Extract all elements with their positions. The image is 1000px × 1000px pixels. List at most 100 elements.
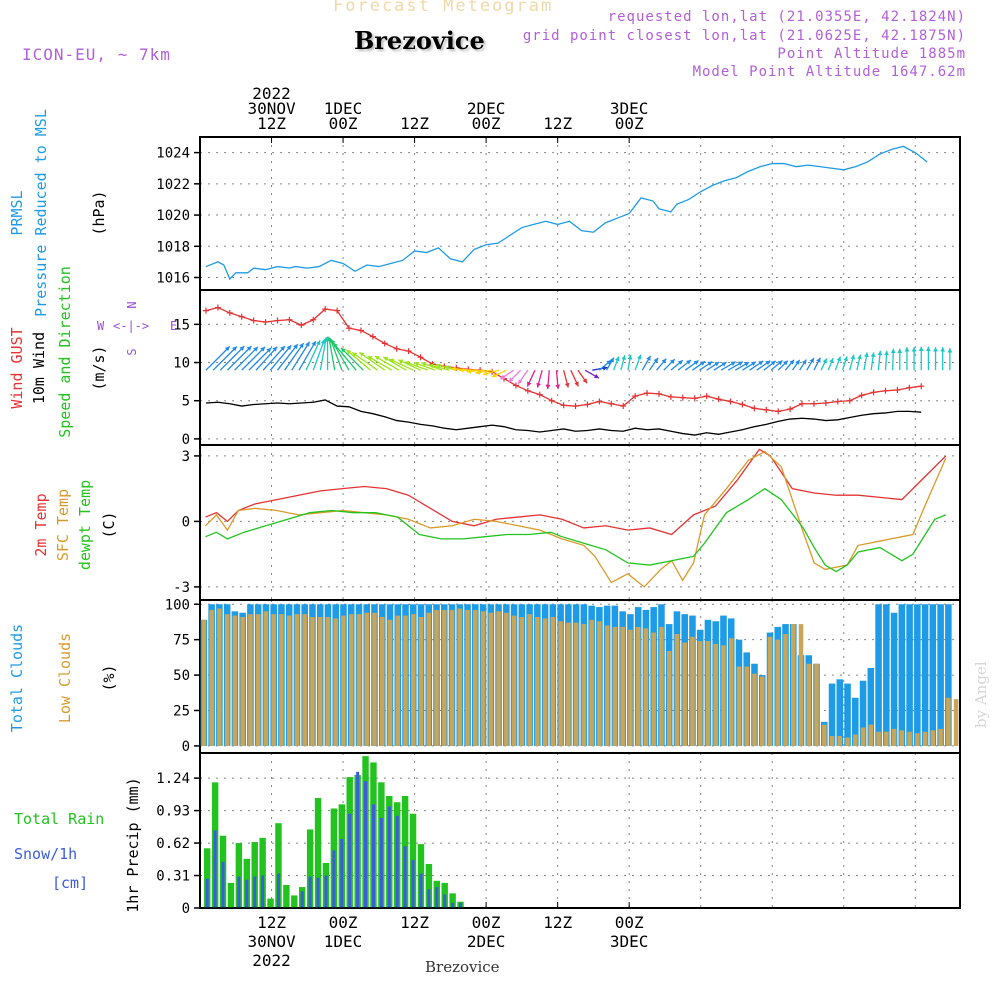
snow-bar <box>348 813 352 908</box>
wind-arrow <box>284 342 305 371</box>
wind-arrow-head <box>933 347 938 352</box>
low-cloud-bar <box>364 612 370 746</box>
gust-line-marker <box>322 306 329 313</box>
low-cloud-bar <box>845 737 850 746</box>
wind-arrow-head <box>782 360 788 366</box>
low-cloud-bar <box>302 614 307 746</box>
credit-watermark: by Angel <box>972 661 990 728</box>
low-cloud-bar <box>240 617 245 746</box>
snow-bar <box>276 873 280 908</box>
wind-arrow <box>226 345 252 371</box>
snow-bar <box>403 846 407 908</box>
gust-line-marker <box>512 382 519 389</box>
wind-arrow-head <box>331 339 336 345</box>
wind-arrow <box>241 346 266 371</box>
top-time-label: 00Z <box>329 114 358 133</box>
wind-arrow-head <box>564 382 570 388</box>
wind-arrow <box>248 347 272 371</box>
gust-line-marker <box>620 403 627 410</box>
top-time-label: 2022 <box>252 84 291 103</box>
wind-arrow <box>340 347 364 371</box>
wind-arrow-head <box>341 347 346 353</box>
gust-line-marker <box>703 393 710 400</box>
top-time-label: 30NOV <box>247 99 296 118</box>
low-cloud-bar <box>597 621 602 746</box>
snow-bar <box>213 830 217 908</box>
snow-bar <box>221 861 225 908</box>
precip-tick-label: 0 <box>182 901 190 917</box>
wind-arrow-head <box>482 371 488 376</box>
wind-arrow-head <box>758 360 764 366</box>
low-cloud-bar <box>372 612 377 746</box>
wind-arrow-head <box>765 360 771 366</box>
low-cloud-bar <box>775 639 781 746</box>
pressure-tick-label: 1020 <box>156 208 190 224</box>
total-cloud-bar <box>914 604 921 746</box>
low-cloud-bar <box>573 622 579 746</box>
gust-line-marker <box>226 309 233 316</box>
snow-bar <box>340 838 344 908</box>
low-cloud-bar <box>907 731 912 746</box>
low-cloud-bar <box>752 673 757 746</box>
low-cloud-bar <box>333 618 338 746</box>
model-label: ICON-EU, ~ 7km <box>22 45 171 64</box>
bottom-time-label: 12Z <box>543 913 572 932</box>
wind-arrow-head <box>398 359 404 364</box>
low-cloud-bar <box>884 731 889 746</box>
wind-arrow-head <box>789 359 795 365</box>
top-time-label: 2DEC <box>467 99 506 118</box>
snow-bar <box>443 894 447 908</box>
wind-arrow-head <box>272 346 278 352</box>
low-cloud-bar <box>356 614 362 746</box>
gust-line-marker <box>870 389 877 396</box>
compass-e: E <box>170 319 177 333</box>
wind-arrow <box>269 344 292 371</box>
low-cloud-bar <box>666 651 672 746</box>
gust-line <box>205 306 922 413</box>
gust-line-marker <box>751 405 758 412</box>
bottom-time-label: 2022 <box>252 951 291 970</box>
low-cloud-bar <box>759 676 765 746</box>
pressure-tick-label: 1022 <box>156 177 190 193</box>
wind-arrow-head <box>904 347 910 352</box>
gust-line-marker <box>775 408 782 415</box>
wind-arrow-head <box>582 378 588 384</box>
wind-arrow-head <box>280 346 285 351</box>
wind-arrow-head <box>627 354 633 360</box>
low-cloud-bar <box>341 615 346 746</box>
wind-arrow-head <box>491 372 497 378</box>
wind-arrow <box>351 351 379 371</box>
clouds-tick-label: 75 <box>173 633 190 649</box>
wind-arrow-head <box>829 358 834 364</box>
precip-tick-label: 0.93 <box>156 804 190 820</box>
bottom-time-label: 3DEC <box>610 932 649 951</box>
wind-arrow-head <box>475 370 481 375</box>
low-cloud-bar <box>395 615 401 746</box>
wind-arrow <box>276 343 299 371</box>
wind-arrow-head <box>609 357 614 363</box>
gust-line-marker <box>894 387 901 394</box>
low-cloud-bar <box>581 624 587 746</box>
gust-label: Wind GUST <box>8 327 26 408</box>
wind-arrow-head <box>661 358 667 364</box>
snow-unit: [cm] <box>52 874 88 892</box>
gust-line-marker <box>262 319 269 326</box>
snow-bar <box>395 815 399 908</box>
total-cloud-bar <box>937 604 944 746</box>
low-cloud-bar <box>325 617 331 746</box>
wind-arrow-head <box>305 341 310 347</box>
t2m-label: 2m Temp <box>32 493 50 556</box>
low-cloud-bar <box>410 614 416 746</box>
wind-arrow <box>291 341 311 371</box>
top-time-label: 3DEC <box>610 99 649 118</box>
wind-arrow <box>389 358 414 371</box>
rain-label: Total Rain <box>14 810 104 828</box>
low-cloud-bar <box>659 626 664 746</box>
wind-arrow-head <box>352 352 358 357</box>
snow-bar <box>364 781 368 908</box>
bottom-time-label: 1DEC <box>324 932 363 951</box>
wind-arrow <box>382 356 407 371</box>
low-cloud-bar <box>674 634 680 746</box>
low-cloud-bar <box>201 619 207 746</box>
gust-line-marker <box>787 406 794 413</box>
